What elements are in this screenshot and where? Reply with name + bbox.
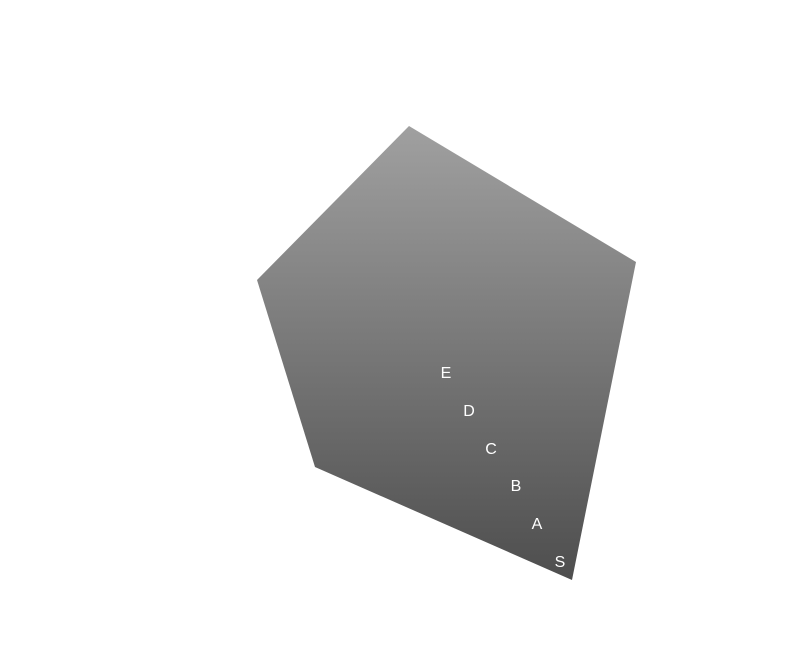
label: B — [511, 478, 522, 495]
labels: S A B C D E — [441, 365, 566, 571]
label: D — [463, 403, 475, 420]
label: A — [532, 516, 543, 533]
pentagon — [257, 126, 636, 580]
label: E — [441, 365, 452, 382]
label: S — [555, 554, 566, 571]
label: C — [485, 441, 497, 458]
